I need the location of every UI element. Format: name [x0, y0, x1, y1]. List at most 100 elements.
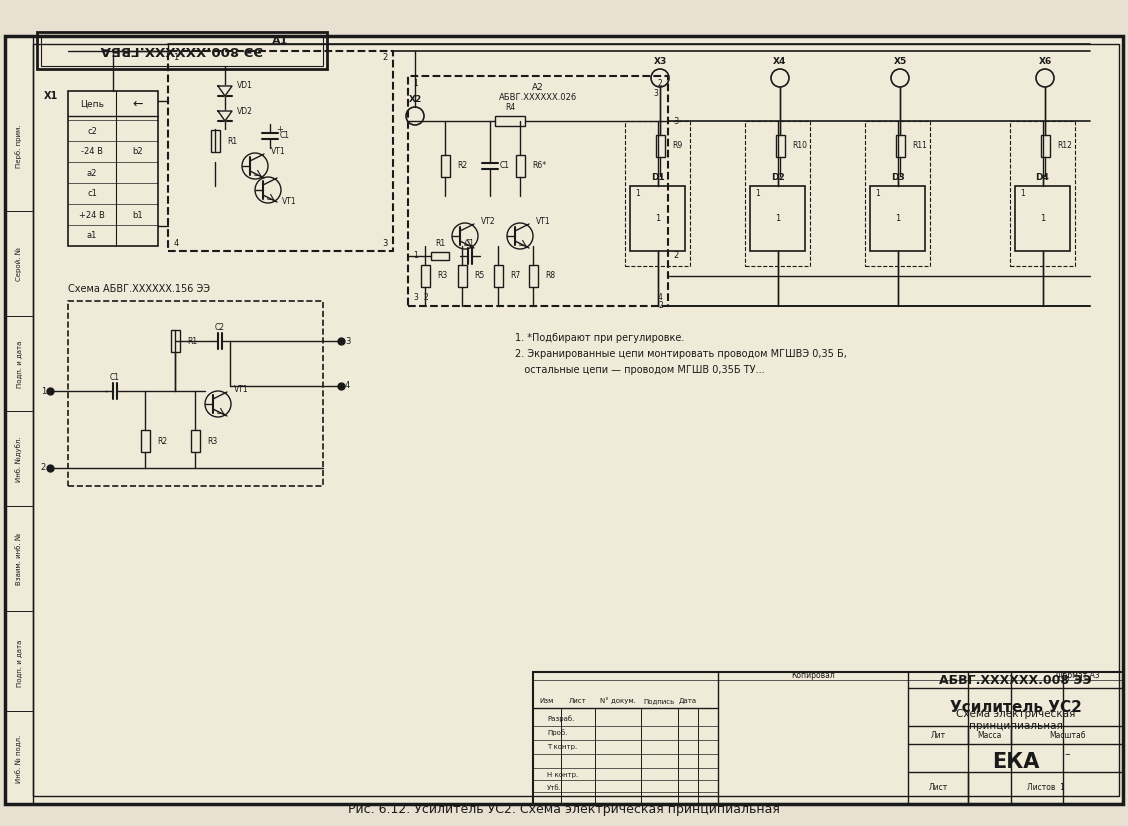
Text: остальные цепи — проводом МГШВ 0,35Б ТУ...: остальные цепи — проводом МГШВ 0,35Б ТУ.…	[515, 365, 765, 375]
Bar	[170, 330, 179, 352]
Bar	[1010, 121, 1075, 266]
Text: R1: R1	[227, 136, 237, 145]
Text: X5: X5	[893, 56, 907, 65]
Text: R10: R10	[792, 141, 807, 150]
Text: N° докум.: N° докум.	[600, 698, 636, 705]
Bar	[631, 186, 685, 251]
Text: R9: R9	[672, 141, 682, 150]
Text: VT1: VT1	[536, 217, 550, 226]
Text: C1: C1	[500, 162, 510, 170]
Text: R12: R12	[1057, 141, 1072, 150]
Text: b1: b1	[133, 211, 143, 220]
Text: X1: X1	[44, 91, 58, 101]
Polygon shape	[218, 86, 232, 96]
Bar	[68, 91, 158, 246]
Text: +: +	[276, 126, 283, 135]
Text: Разраб.: Разраб.	[547, 715, 574, 723]
Text: 1: 1	[41, 387, 46, 396]
Bar	[141, 430, 150, 452]
Text: +24 В: +24 В	[79, 211, 105, 220]
Text: АБВГ.XXXXXX.008 ЭЭ: АБВГ.XXXXXX.008 ЭЭ	[940, 673, 1092, 686]
Polygon shape	[218, 111, 232, 121]
Text: Инб. № подл.: Инб. № подл.	[16, 735, 23, 783]
Text: b2: b2	[133, 148, 143, 156]
Text: VT1: VT1	[271, 148, 285, 156]
Text: R2: R2	[457, 162, 467, 170]
Text: Копировал: Копировал	[791, 672, 835, 681]
Text: A1: A1	[272, 36, 289, 46]
Text: 1. *Подбирают при регулировке.: 1. *Подбирают при регулировке.	[515, 333, 685, 343]
Bar	[896, 135, 905, 157]
Text: 2: 2	[424, 293, 429, 302]
Text: VT1: VT1	[233, 386, 248, 395]
Bar	[431, 252, 449, 260]
Text: Перб. прим.: Перб. прим.	[16, 124, 23, 168]
Bar	[744, 121, 810, 266]
Bar	[421, 265, 430, 287]
Text: Дата: Дата	[679, 698, 697, 704]
Bar	[1040, 135, 1049, 157]
Text: Усилитель УС2: Усилитель УС2	[950, 700, 1082, 714]
Text: 2: 2	[382, 54, 388, 63]
Text: D1: D1	[651, 173, 664, 183]
Text: R3: R3	[437, 272, 447, 281]
Text: Серой. №: Серой. №	[16, 247, 23, 281]
Text: Цепь: Цепь	[80, 99, 104, 108]
Bar	[37, 32, 327, 69]
Text: Инб. №дубл.: Инб. №дубл.	[16, 436, 23, 482]
Text: ЭЭ 800.XXXXXX.ГВБА: ЭЭ 800.XXXXXX.ГВБА	[100, 44, 263, 56]
Text: Утб.: Утб.	[547, 785, 562, 791]
Text: X3: X3	[653, 56, 667, 65]
Text: 3: 3	[673, 116, 678, 126]
Text: Формат А3: Формат А3	[1056, 672, 1100, 681]
Text: 3: 3	[345, 336, 351, 345]
Text: R6*: R6*	[532, 162, 546, 170]
Text: 1: 1	[414, 79, 418, 88]
Text: R7: R7	[510, 272, 520, 281]
Text: Н контр.: Н контр.	[547, 772, 579, 778]
Text: R5: R5	[474, 272, 484, 281]
Text: D4: D4	[1036, 173, 1049, 183]
Text: a1: a1	[87, 231, 97, 240]
Text: X4: X4	[774, 56, 786, 65]
Text: R1: R1	[435, 240, 446, 249]
Bar	[776, 135, 784, 157]
Text: X6: X6	[1039, 56, 1051, 65]
Text: Листов  1: Листов 1	[1026, 784, 1065, 792]
Text: C1: C1	[465, 239, 475, 248]
Text: Лист: Лист	[928, 784, 948, 792]
Text: c2: c2	[87, 126, 97, 135]
Bar	[68, 301, 323, 486]
Bar	[495, 116, 525, 126]
Text: 1: 1	[755, 189, 760, 198]
Text: R11: R11	[913, 141, 927, 150]
Text: Подпись: Подпись	[643, 698, 675, 704]
Text: 2: 2	[658, 79, 662, 88]
Text: 1: 1	[655, 214, 660, 223]
Text: R3: R3	[208, 436, 218, 445]
Text: 4: 4	[174, 240, 178, 249]
Text: VT2: VT2	[481, 217, 495, 226]
Text: -24 В: -24 В	[81, 148, 103, 156]
Text: R8: R8	[545, 272, 555, 281]
Text: 2: 2	[41, 463, 46, 472]
Text: Подп. и дата: Подп. и дата	[16, 340, 23, 387]
Bar	[168, 51, 393, 251]
Text: АБВГ.XXXXXX.026: АБВГ.XXXXXX.026	[499, 93, 578, 102]
Text: Подп. и дата: Подп. и дата	[16, 639, 23, 686]
Text: 2: 2	[659, 301, 663, 311]
Text: 1: 1	[775, 214, 781, 223]
Text: A2: A2	[532, 83, 544, 93]
Text: 1: 1	[1040, 214, 1046, 223]
Bar	[529, 265, 538, 287]
Text: 1: 1	[174, 54, 178, 63]
Text: 2: 2	[673, 251, 678, 260]
Text: Взаим. инб. №: Взаим. инб. №	[16, 533, 23, 585]
Bar	[655, 135, 664, 157]
Text: 3: 3	[653, 89, 659, 98]
Bar	[515, 155, 525, 177]
Text: C1: C1	[111, 373, 120, 382]
Text: 4: 4	[658, 293, 662, 302]
Text: X2: X2	[408, 94, 422, 103]
Text: Схема электрическая
принципиальная: Схема электрическая принципиальная	[955, 710, 1075, 731]
